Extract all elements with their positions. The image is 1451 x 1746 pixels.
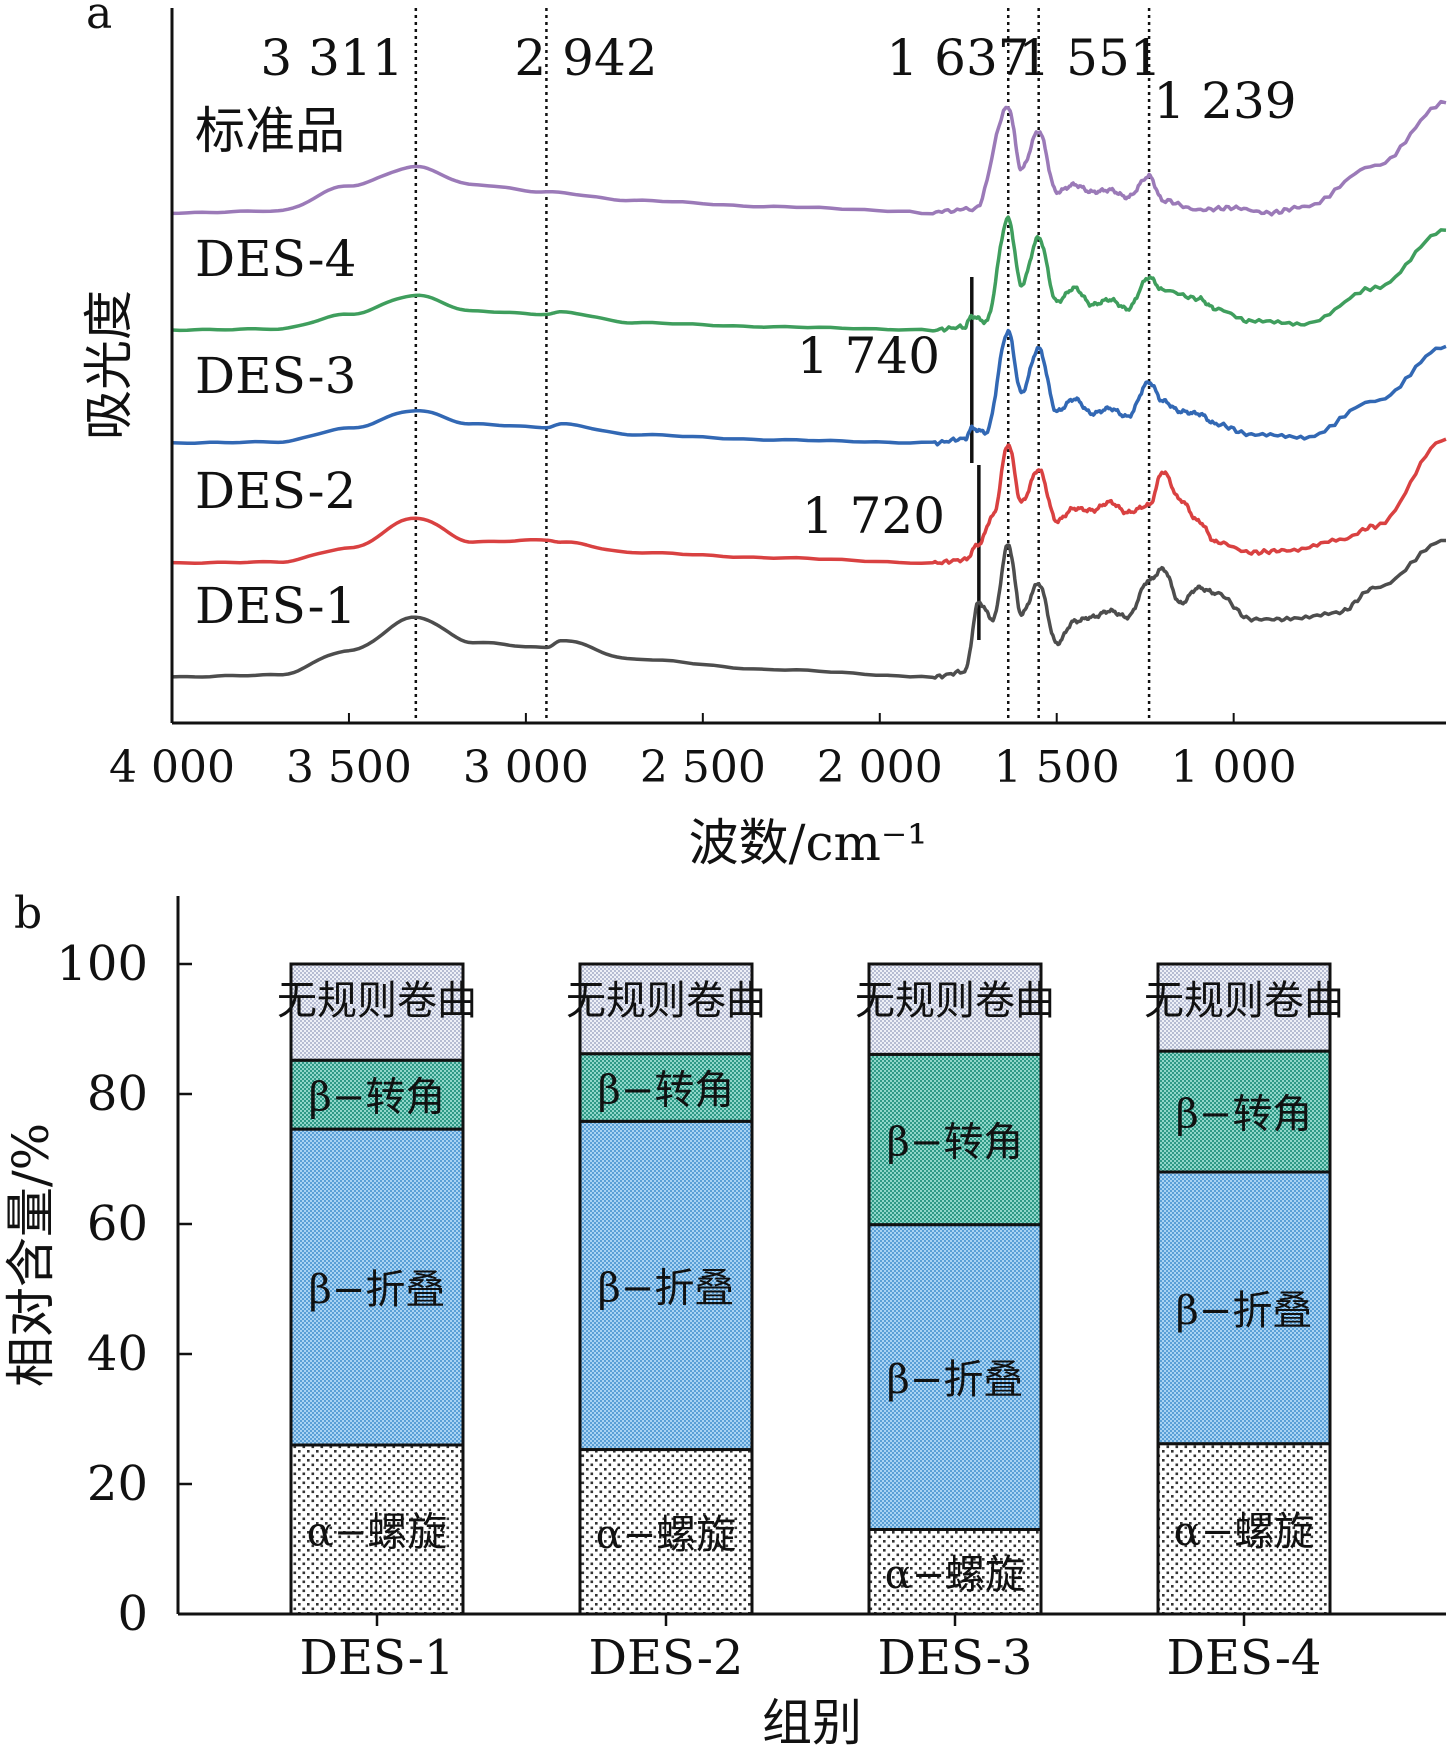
segment-label-des-1-1: β−折叠	[309, 1267, 446, 1313]
segment-label-des-2-0: α−螺旋	[596, 1512, 737, 1558]
bar-segment-des-2-0	[578, 1448, 754, 1616]
segment-label-des-2-2: β−转角	[598, 1068, 735, 1114]
x-ticks-a: 4 000 3 500 3 000 2 500 2 000 1 500 1 000	[109, 713, 1297, 793]
spectrum-line-des-2-3	[171, 437, 1447, 566]
y-tick-label-40: 40	[87, 1326, 148, 1382]
bar-segment-des-1-1	[289, 1127, 465, 1447]
series-label-2: DES-3	[195, 347, 356, 405]
y-ticks-b: 0 20 40 60 80 100	[56, 936, 192, 1642]
bar-segment-des-3-3	[867, 962, 1043, 1056]
bar-segment-des-3-0	[867, 1528, 1043, 1616]
segment-label-des-2-3: 无规则卷曲	[566, 978, 766, 1024]
peak-label-1239: 1 239	[1153, 72, 1296, 130]
bar-segment-des-1-0	[289, 1443, 465, 1616]
peak-label-2942: 2 942	[514, 29, 657, 87]
spectrum-line-des-4-1	[171, 215, 1447, 333]
bar-segment-des-4-0	[1156, 1442, 1332, 1616]
x-tick-label-1500: 1 500	[994, 742, 1120, 793]
bar-segment-des-1-3	[289, 962, 465, 1062]
y-tick-label-80: 80	[87, 1066, 148, 1122]
bar-segment-des-4-1	[1156, 1170, 1332, 1446]
series-label-4: DES-1	[195, 577, 356, 635]
x-tick-label-2500: 2 500	[640, 742, 766, 793]
segment-label-des-3-3: 无规则卷曲	[855, 978, 1055, 1024]
segment-label-des-1-2: β−转角	[309, 1075, 446, 1121]
x-tick-label-des-3: DES-3	[878, 1630, 1033, 1686]
series-label-0: 标准品	[195, 102, 345, 160]
segment-label-des-4-2: β−转角	[1176, 1092, 1313, 1138]
segment-label-des-3-1: β−折叠	[887, 1357, 1024, 1403]
segment-label-des-4-3: 无规则卷曲	[1144, 978, 1344, 1024]
peak-label-3311: 3 311	[260, 29, 403, 87]
bar-segment-des-2-1	[578, 1119, 754, 1452]
stacked-bars: α−螺旋 β−折叠 β−转角 无规则卷曲 α−螺旋 β−折叠 β−转角 无规则卷曲 α−螺旋 β−…	[277, 962, 1344, 1616]
segment-label-des-3-2: β−转角	[887, 1120, 1024, 1166]
peak-label-1551: 1 551	[1018, 29, 1161, 87]
bar-segment-des-1-2	[289, 1058, 465, 1131]
shoulder-label-1720: 1 720	[802, 487, 945, 545]
series-label-1: DES-4	[195, 230, 356, 288]
segment-label-des-1-0: α−螺旋	[307, 1510, 448, 1556]
x-tick-label-des-4: DES-4	[1167, 1630, 1322, 1686]
y-tick-label-60: 60	[87, 1196, 148, 1252]
spectra-labels: 标准品 DES-4 DES-3 DES-2 DES-1	[195, 102, 356, 635]
segment-label-des-2-1: β−折叠	[598, 1265, 735, 1311]
spectrum-line-item-0	[171, 99, 1447, 217]
segment-label-des-1-3: 无规则卷曲	[277, 978, 477, 1024]
bar-segment-des-3-2	[867, 1052, 1043, 1227]
segment-label-des-4-1: β−折叠	[1176, 1288, 1313, 1334]
y-tick-label-20: 20	[87, 1456, 148, 1512]
spectra-lines	[171, 99, 1447, 680]
segment-label-des-4-0: α−螺旋	[1174, 1509, 1315, 1555]
segment-label-des-3-0: α−螺旋	[885, 1552, 1026, 1598]
x-tick-label-4000: 4 000	[109, 742, 235, 793]
x-tick-label-3500: 3 500	[286, 742, 412, 793]
y-tick-label-100: 100	[56, 936, 148, 992]
peak-label-1637: 1 637	[886, 29, 1029, 87]
x-axis-title-b: 组别	[762, 1694, 862, 1746]
bar-segment-des-4-3	[1156, 962, 1332, 1053]
x-tick-label-3000: 3 000	[463, 742, 589, 793]
y-tick-label-0: 0	[117, 1586, 148, 1642]
x-tick-label-1000: 1 000	[1171, 742, 1297, 793]
x-ticks-b: DES-1 DES-2 DES-3 DES-4	[300, 1614, 1322, 1686]
bar-segment-des-2-2	[578, 1052, 754, 1123]
x-tick-label-des-1: DES-1	[300, 1630, 455, 1686]
x-tick-label-des-2: DES-2	[589, 1630, 744, 1686]
panel-a-tag: a	[86, 0, 112, 39]
spectrum-line-des-1-4	[171, 538, 1446, 680]
x-tick-label-2000: 2 000	[817, 742, 943, 793]
y-axis-title-a: 吸光度	[80, 290, 138, 440]
secondary-structure-panel: b α−螺旋β−折叠β−转角无规则卷曲α−螺旋β−折叠β−转角无规则卷曲α−螺旋…	[2, 888, 1446, 1746]
x-axis-title-a: 波数/cm⁻¹	[689, 814, 928, 872]
panel-b-tag: b	[14, 888, 42, 939]
series-label-3: DES-2	[195, 462, 356, 520]
spectrum-line-des-3-2	[171, 328, 1447, 447]
bar-segment-des-3-1	[867, 1223, 1043, 1532]
bar-segment-des-2-3	[578, 962, 754, 1056]
y-axis-title-b: 相对含量/%	[2, 1123, 60, 1387]
shoulder-label-1740: 1 740	[797, 327, 940, 385]
